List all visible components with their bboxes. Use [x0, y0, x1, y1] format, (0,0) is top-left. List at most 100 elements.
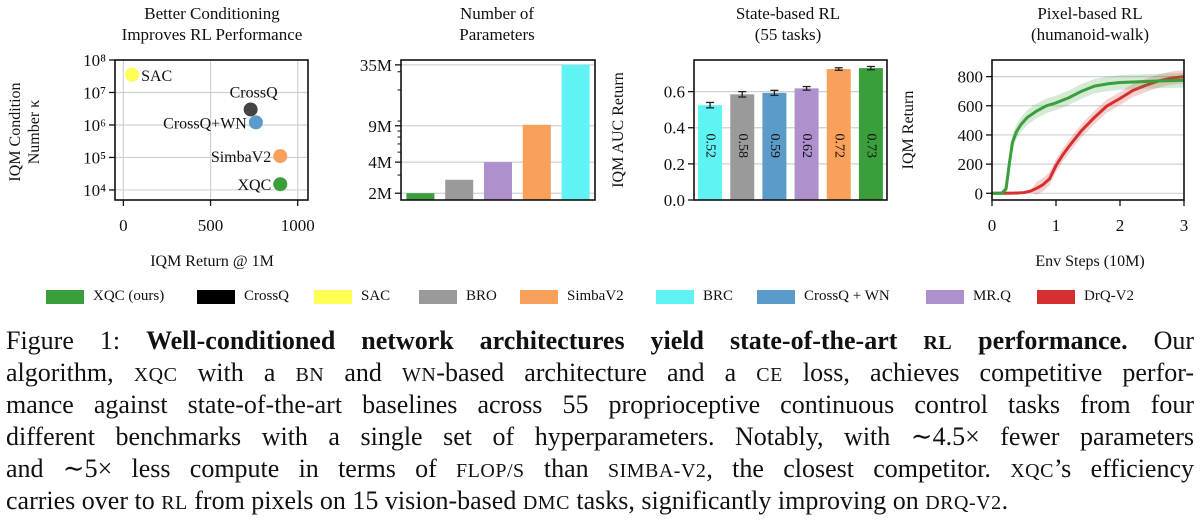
y-axis-label: IQM Return	[900, 91, 917, 170]
parameters-bar-chart: Number of Parameters 2M 4M 9M 35M	[360, 4, 596, 203]
figure-panels: Better Conditioning Improves RL Performan…	[7, 4, 1189, 270]
caption-text: mance against state-of-the-art baselines…	[6, 390, 1194, 419]
bar-value-label: 0.52	[703, 134, 718, 159]
legend-swatch	[197, 289, 235, 304]
chart-title: Pixel-based RL	[1037, 4, 1142, 23]
caption-line: and ∼5× less compute in terms of FLOP/S …	[6, 453, 1194, 485]
bar-simbav2	[522, 124, 551, 200]
x-axis-label: IQM Return @ 1M	[150, 253, 274, 270]
bar-bro	[445, 179, 474, 200]
y-tick-label: 10⁷	[83, 83, 106, 102]
y-tick-label: 800	[958, 68, 984, 87]
scatter-point	[273, 177, 288, 192]
scatter-point	[125, 67, 140, 82]
legend-swatch	[1037, 289, 1075, 304]
y-tick-label: 0.4	[664, 119, 686, 138]
y-tick-label: 35M	[360, 56, 392, 75]
legend-label: XQC (ours)	[93, 288, 165, 304]
legend-swatch	[314, 289, 352, 304]
legend-swatch	[656, 289, 694, 304]
caption-text: Our	[1127, 326, 1195, 355]
caption-bold-text: performance.	[952, 326, 1128, 355]
x-tick-label: 1	[1052, 216, 1061, 235]
caption-line: algorithm, XQC with a BN and WN-based ar…	[6, 357, 1194, 389]
plot-frame	[114, 59, 309, 201]
chart-title: Improves RL Performance	[122, 25, 303, 44]
caption-line: different benchmarks with a single set o…	[6, 421, 1194, 453]
point-label: XQC	[237, 177, 271, 194]
x-axis-label: Env Steps (10M)	[1035, 253, 1144, 270]
legend-swatch	[926, 289, 964, 304]
x-tick-label: 500	[198, 216, 224, 235]
y-tick-label: 9M	[368, 117, 392, 136]
legend-item: CrossQ	[197, 288, 289, 305]
legend-label: DrQ-V2	[1084, 288, 1134, 304]
y-tick-label: 0.0	[664, 191, 685, 210]
legend-swatch	[419, 289, 457, 304]
legend-item: MR.Q	[926, 288, 1011, 305]
caption-text: algorithm,	[6, 358, 134, 387]
point-label: SAC	[141, 68, 172, 85]
bar-xqc	[858, 68, 883, 201]
caption-text: different benchmarks with a single set o…	[6, 422, 1194, 451]
y-tick-label: 0.2	[664, 155, 685, 174]
caption-text: and ∼5× less compute in terms of	[6, 454, 457, 483]
caption-text: than	[524, 454, 608, 483]
confidence-band	[992, 70, 1184, 195]
figure-legend: XQC (ours) CrossQ SAC BRO SimbaV2 BRC CrossQ +…	[0, 288, 1200, 308]
legend-label: CrossQ	[244, 288, 290, 304]
y-tick-label: 4M	[368, 153, 392, 172]
y-tick-label: 0	[975, 184, 984, 203]
point-label: CrossQ	[230, 84, 278, 101]
y-tick-label: 0.6	[664, 83, 685, 102]
legend-item: CrossQ + WN	[757, 288, 890, 305]
legend-label: SAC	[361, 288, 391, 304]
confidence-band	[992, 72, 1184, 197]
y-axis-label: IQM AUC Return	[610, 72, 627, 188]
x-tick-label: 3	[1180, 216, 1189, 235]
bar-crossq-wn	[762, 92, 787, 200]
series-xqc	[992, 72, 1184, 197]
legend-swatch	[46, 289, 84, 304]
point-label: SimbaV2	[211, 149, 271, 166]
caption-text: RL	[161, 492, 188, 514]
legend-label: MR.Q	[973, 288, 1011, 304]
chart-title: State-based RL	[736, 4, 840, 23]
caption-text: SIMBA-V2	[607, 460, 707, 482]
condition-scatter-chart: Better Conditioning Improves RL Performan…	[7, 4, 315, 270]
bar-bro	[730, 94, 755, 200]
plot-frame	[693, 59, 888, 201]
chart-title: (humanoid-walk)	[1031, 25, 1149, 44]
x-tick-label: 2	[1116, 216, 1125, 235]
bar-value-label: 0.73	[863, 134, 878, 159]
y-tick-label: 600	[958, 97, 984, 116]
series-drq-v2	[992, 70, 1184, 195]
bar-xqc	[406, 193, 435, 200]
legend-swatch	[757, 289, 795, 304]
caption-text: DMC	[522, 492, 570, 514]
caption-text: loss, achieves competitive perfor-	[782, 358, 1195, 387]
bar-value-label: 0.58	[735, 134, 750, 159]
bar-mr-q	[794, 88, 819, 200]
plot-frame	[400, 59, 596, 201]
caption-text: and	[324, 358, 402, 387]
caption-text: WN	[401, 364, 437, 386]
caption-text: ’s efficiency	[1053, 454, 1195, 483]
caption-text: FLOP/S	[456, 460, 525, 482]
caption-text: , the closest competitor.	[706, 454, 1011, 483]
bar-brc	[698, 105, 723, 200]
caption-text: DRQ-V2	[925, 492, 1002, 514]
y-axis-label: IQM Condition	[7, 82, 24, 181]
legend-label: CrossQ + WN	[804, 288, 890, 304]
scatter-point	[243, 102, 258, 117]
bar-value-label: 0.59	[767, 134, 782, 159]
bar-value-label: 0.72	[831, 134, 846, 159]
scatter-point	[248, 115, 263, 130]
legend-item: BRC	[656, 288, 733, 305]
caption-text: BN	[295, 364, 325, 386]
y-tick-label: 200	[958, 155, 984, 174]
caption-text: -based architecture and a	[436, 358, 757, 387]
caption-text: with a	[177, 358, 296, 387]
caption-text: CE	[756, 364, 783, 386]
legend-item: SimbaV2	[520, 288, 624, 305]
